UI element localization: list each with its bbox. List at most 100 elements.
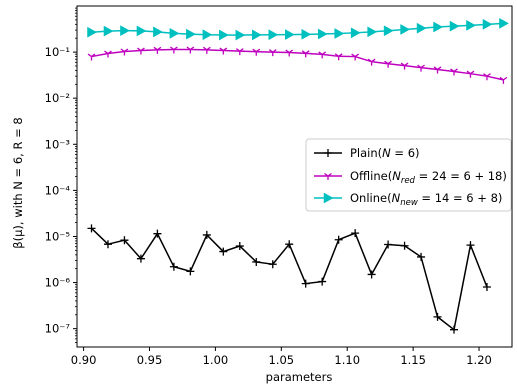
data-point [301, 28, 312, 40]
x-tick-label: 1.00 [203, 353, 229, 367]
data-point [137, 47, 145, 55]
data-point [433, 312, 442, 321]
data-point [417, 252, 426, 261]
data-point [318, 277, 327, 286]
legend-label: Online(Nnew = 14 = 6 + 8) [350, 191, 502, 208]
y-tick-label: 10⁻³ [45, 137, 71, 151]
data-point [351, 229, 360, 238]
data-point [367, 58, 376, 66]
data-point [285, 49, 294, 57]
data-point [334, 235, 343, 244]
data-point [219, 247, 228, 256]
data-point [202, 46, 211, 54]
data-point [449, 20, 460, 32]
data-point [450, 325, 458, 334]
data-point [170, 46, 178, 54]
legend: Plain(N = 6) Offline(Nred = 24 = 6 + 18) O… [305, 138, 512, 212]
legend-marker [324, 149, 332, 157]
data-point [466, 19, 476, 31]
data-point [136, 254, 145, 263]
y-tick-label: 10⁻⁴ [45, 183, 71, 197]
data-point [202, 230, 211, 239]
data-point [334, 53, 343, 61]
y-tick-label: 10⁻⁵ [45, 229, 71, 243]
data-point [153, 229, 162, 238]
data-point [384, 240, 393, 249]
data-point [400, 62, 409, 70]
data-point [186, 46, 195, 54]
legend-entry: Offline(Nred = 24 = 6 + 18) [314, 169, 507, 186]
data-point [169, 262, 178, 271]
data-point [186, 267, 195, 276]
legend-entry: Online(Nnew = 14 = 6 + 8) [314, 191, 502, 208]
y-tick-label: 10⁻⁷ [45, 322, 71, 336]
data-point [235, 29, 246, 41]
data-point [235, 48, 244, 56]
data-point [482, 18, 493, 30]
x-tick-label: 1.20 [466, 353, 492, 367]
data-point [252, 29, 262, 41]
data-point [301, 279, 310, 288]
x-tick-label: 1.15 [400, 353, 426, 367]
data-point [334, 28, 345, 39]
x-tick-label: 1.05 [269, 353, 295, 367]
series-layer [87, 17, 509, 334]
legend-marker [323, 192, 334, 204]
series-line [91, 48, 504, 81]
data-point [499, 76, 508, 84]
data-point [87, 224, 96, 233]
data-point [351, 53, 360, 61]
x-tick-label: 0.95 [137, 353, 163, 367]
data-point [219, 29, 229, 41]
data-point [482, 283, 491, 292]
data-point [268, 29, 279, 41]
data-point [499, 17, 509, 29]
data-point [383, 25, 394, 37]
data-point [400, 241, 409, 250]
data-point [202, 29, 213, 41]
data-point [104, 50, 112, 58]
y-axis: 10⁻⁷ 10⁻⁶ 10⁻⁵ 10⁻⁴ 10⁻³ 10⁻² 10⁻¹ [45, 7, 77, 343]
data-point [103, 240, 112, 249]
data-point [120, 236, 129, 245]
data-point [186, 28, 196, 40]
data-point [433, 66, 442, 74]
data-point [466, 70, 475, 78]
data-point [235, 242, 244, 251]
x-axis-label: parameters [266, 370, 333, 384]
data-point [136, 25, 147, 37]
data-point [87, 26, 98, 38]
data-point [350, 27, 361, 39]
data-point [219, 47, 228, 55]
legend-label: Offline(Nred = 24 = 6 + 18) [350, 169, 507, 186]
data-point [284, 29, 295, 40]
x-tick-label: 0.90 [71, 353, 97, 367]
y-tick-label: 10⁻⁶ [45, 276, 71, 290]
data-point [285, 240, 294, 249]
data-point [103, 25, 114, 37]
data-point [483, 73, 491, 81]
data-point [417, 64, 425, 72]
series-0 [87, 224, 491, 334]
legend-box [305, 138, 512, 212]
data-point [450, 68, 458, 76]
y-tick-label: 10⁻¹ [45, 45, 70, 59]
data-point [120, 25, 130, 37]
series-2 [87, 17, 509, 41]
data-point [252, 257, 261, 266]
data-point [252, 48, 261, 56]
data-point [268, 260, 277, 269]
legend-entry: Plain(N = 6) [314, 146, 420, 160]
data-point [416, 22, 427, 34]
series-1 [87, 46, 508, 84]
data-point [384, 60, 392, 68]
legend-label: Plain(N = 6) [350, 146, 420, 160]
data-point [400, 24, 411, 35]
data-point [433, 21, 444, 33]
x-axis: 0.90 0.95 1.00 1.05 1.10 1.15 1.20 [71, 347, 492, 367]
data-point [318, 51, 327, 59]
data-point [153, 46, 162, 54]
data-point [466, 241, 475, 250]
data-point [367, 270, 376, 279]
data-point [317, 28, 328, 40]
